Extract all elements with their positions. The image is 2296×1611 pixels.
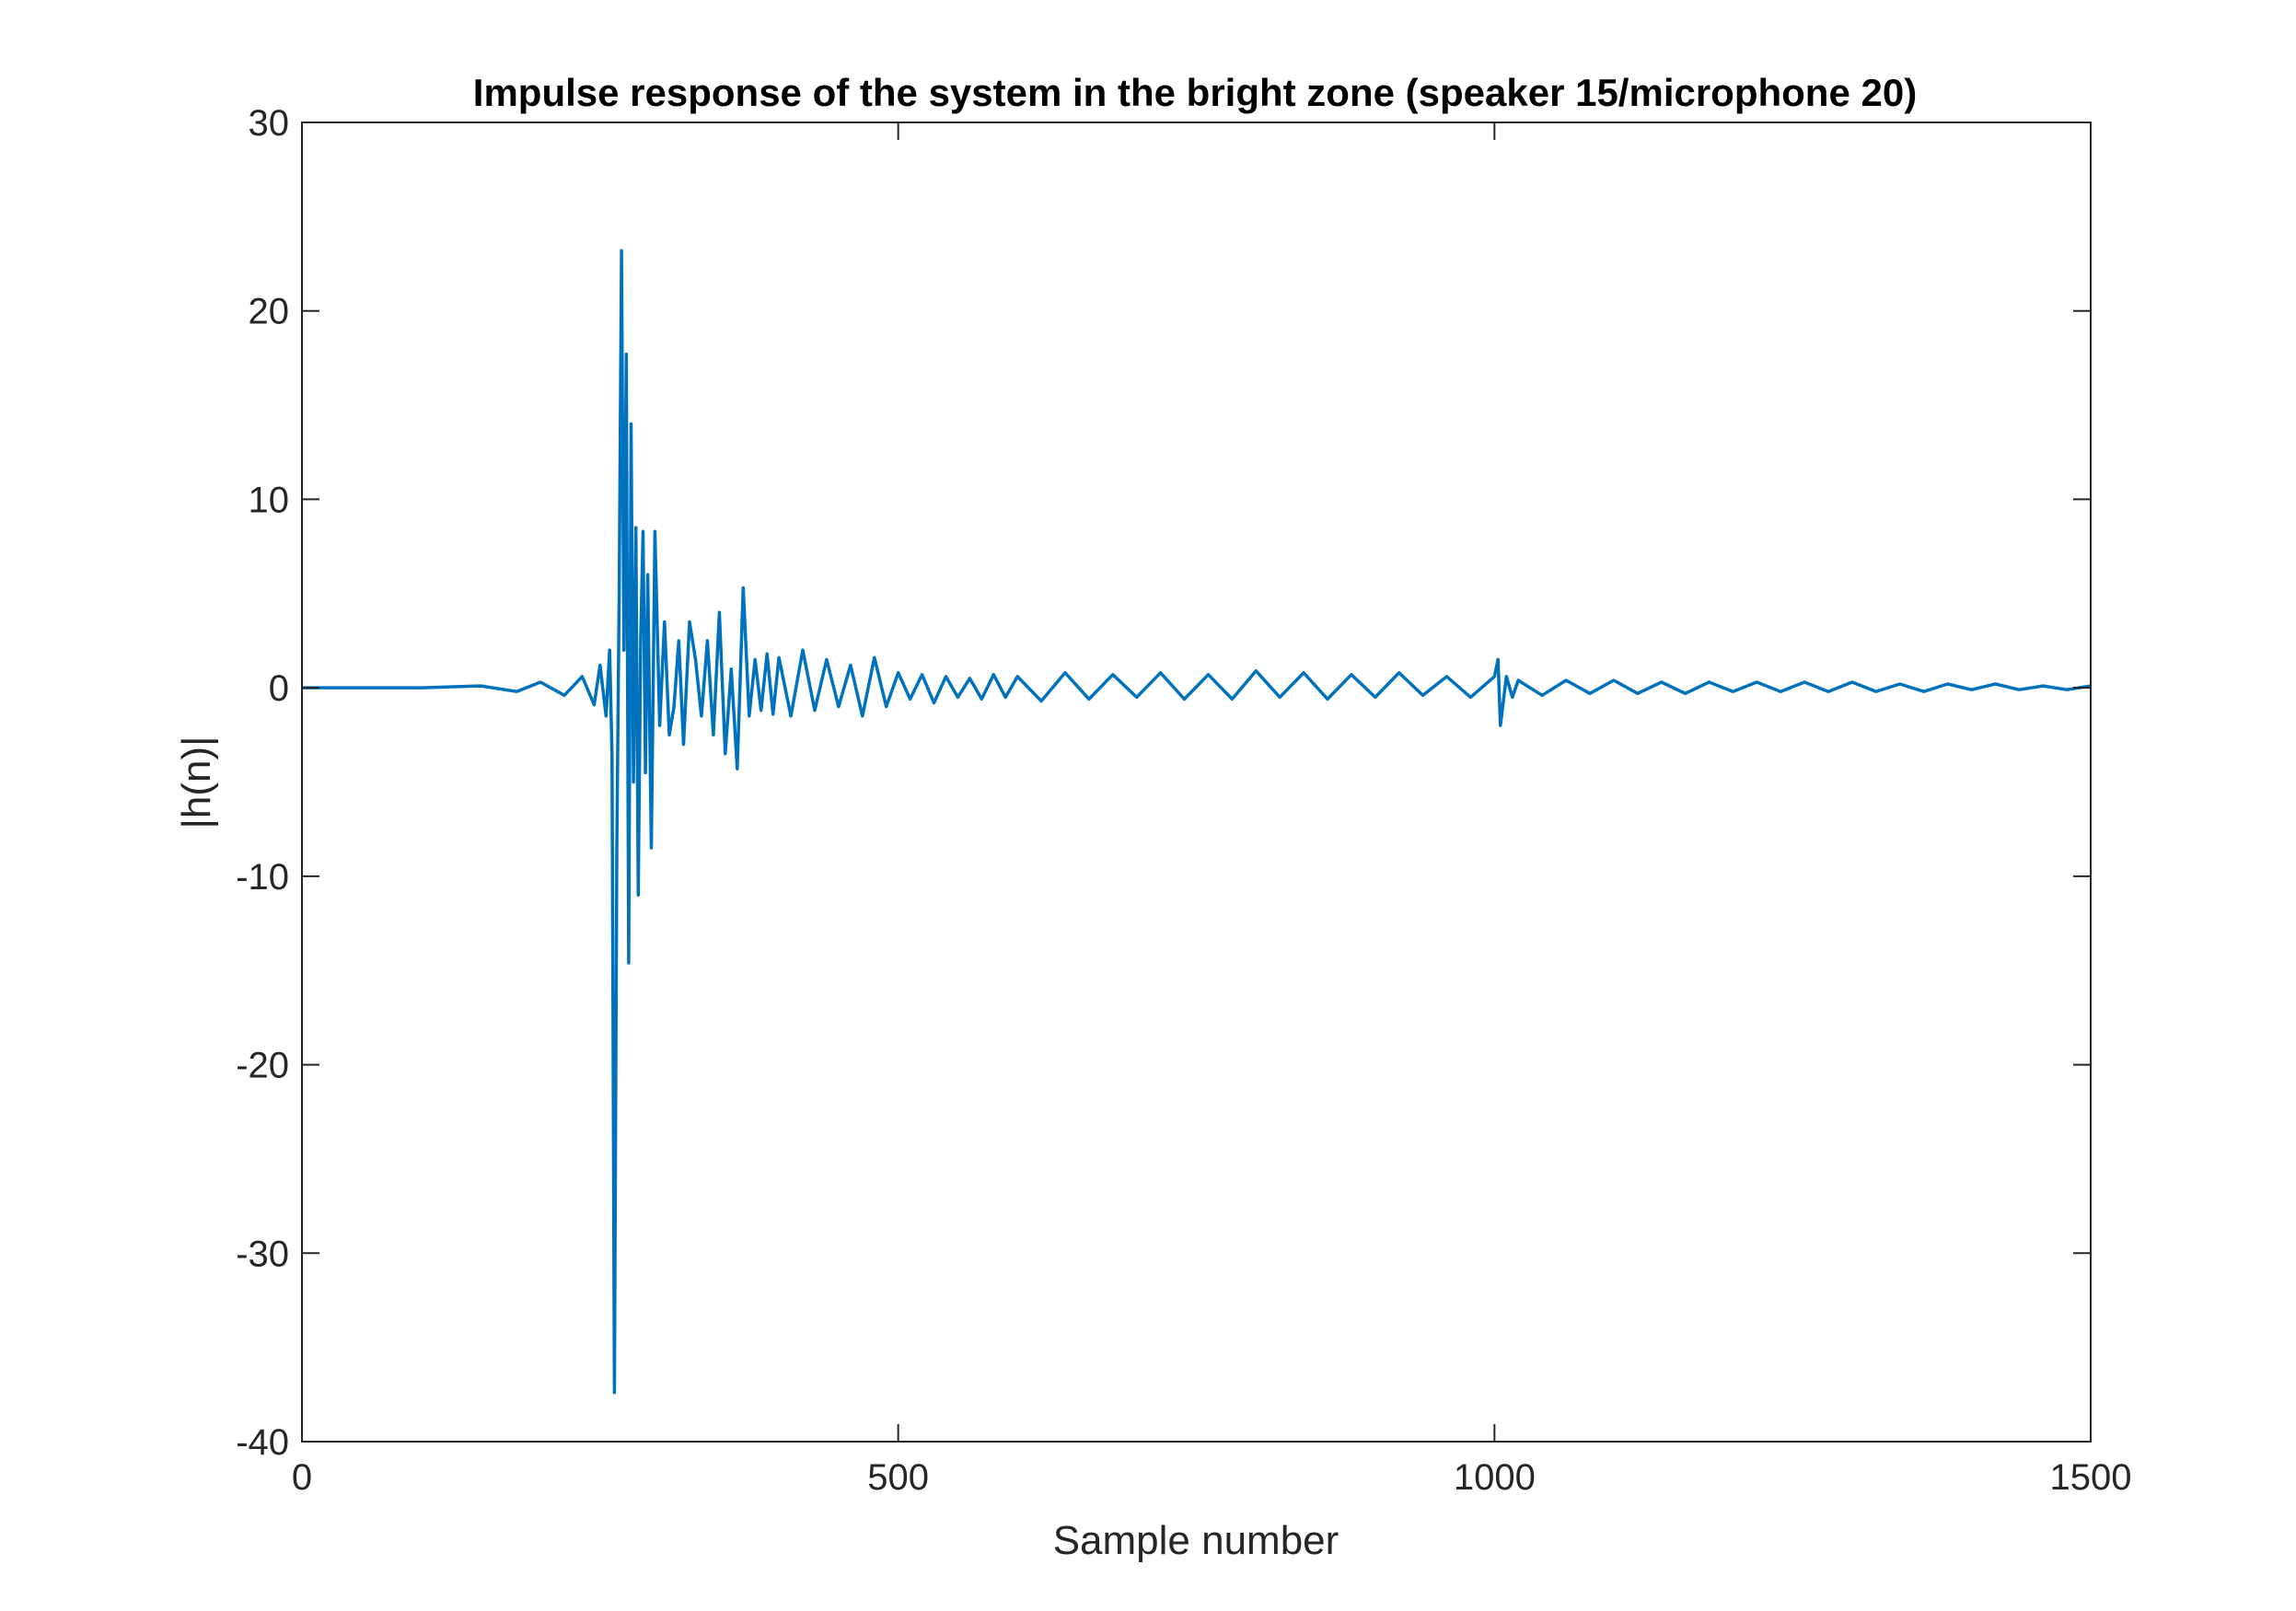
x-tick-label: 1500 [2050,1457,2132,1498]
y-tick-label: 30 [249,103,290,144]
plot-area [302,249,2092,1395]
y-tick-label: -40 [236,1422,289,1463]
x-tick-label: 1000 [1454,1457,1536,1498]
y-axis-label: |h(n)| [174,736,219,829]
axes-box [301,122,2092,1443]
chart-title: Impulse response of the system in the br… [473,71,1917,114]
y-tick-label: -10 [236,857,289,898]
series-line [302,249,2092,1395]
axis-ticks: 0 500 1000 1500 -40 -30 -20 -10 0 10 20 30 [236,103,2131,1498]
y-tick-label: 0 [269,668,289,709]
x-tick-label: 0 [292,1457,312,1498]
y-tick-label: 20 [249,292,290,332]
y-tick-label: 10 [249,480,290,520]
y-tick-label: -30 [236,1234,289,1274]
x-tick-label: 500 [867,1457,929,1498]
x-axis-label: Sample number [1053,1518,1339,1563]
y-tick-label: -20 [236,1046,289,1086]
